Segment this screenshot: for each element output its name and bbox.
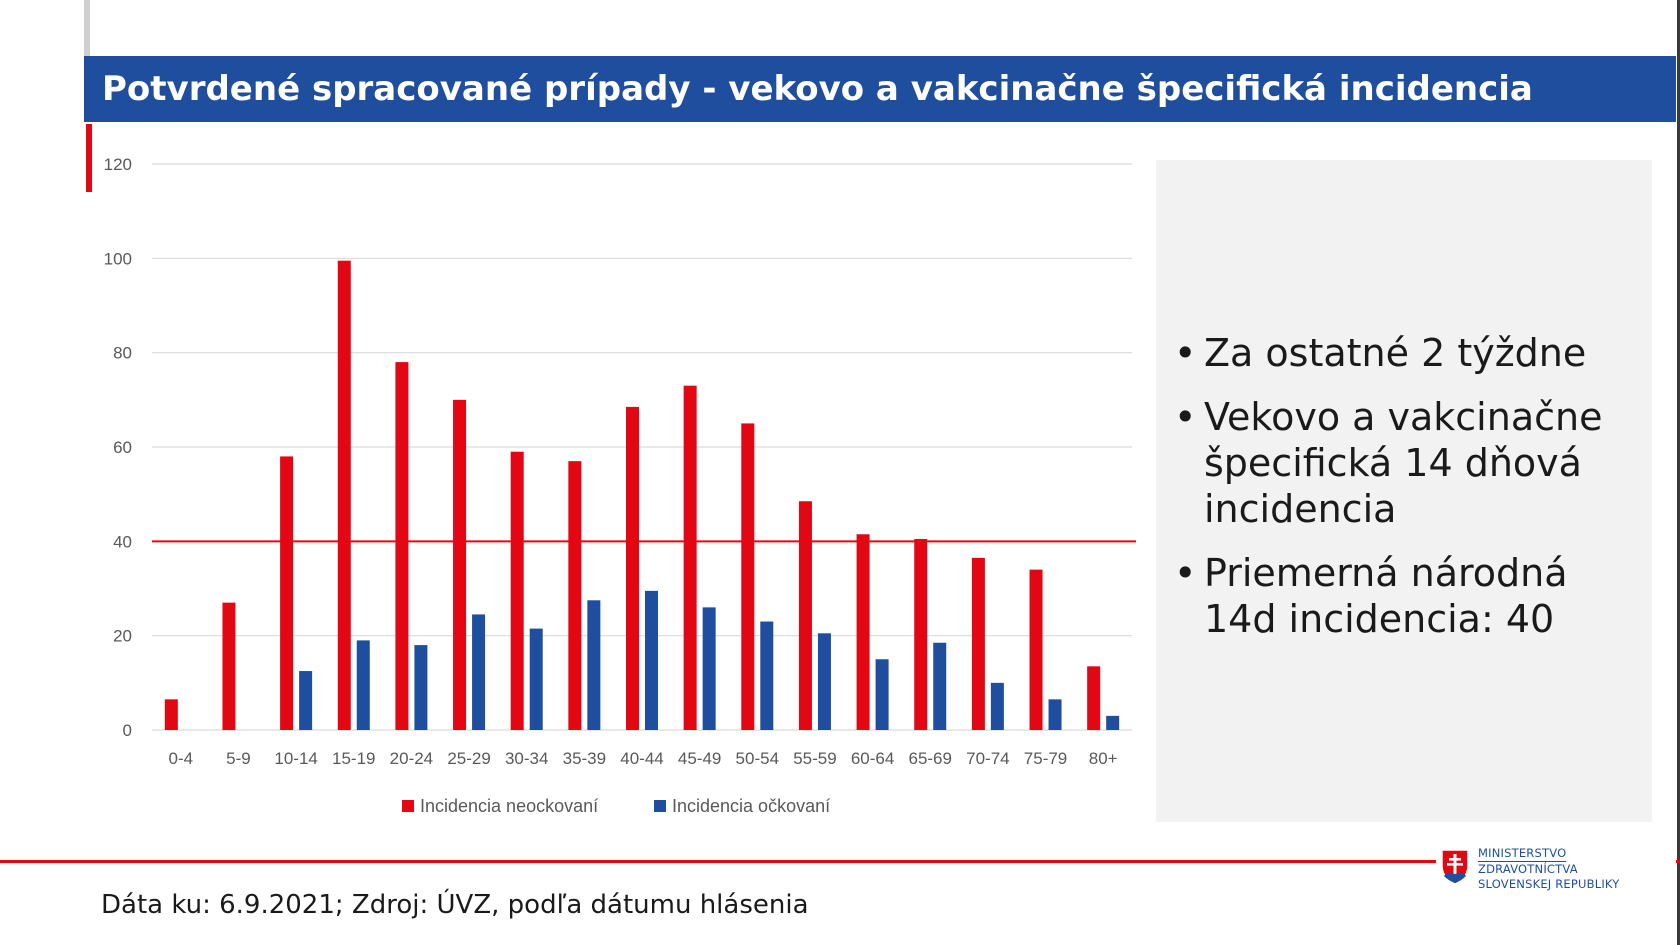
y-tick-label: 80 xyxy=(113,344,132,363)
incidence-bar-chart: 0 20 40 60 80 100 120 0-4 5-9 10-14 15-19 20-24 25-2… xyxy=(104,155,1136,816)
bar-unvaccinated xyxy=(683,385,697,730)
source-note: Dáta ku: 6.9.2021; Zdroj: ÚVZ, podľa dát… xyxy=(101,890,809,920)
x-tick-label: 15-19 xyxy=(332,749,375,768)
bar-vaccinated xyxy=(702,607,716,730)
bar-vaccinated xyxy=(356,640,370,730)
bullet-item: • Za ostatné 2 týždne xyxy=(1174,331,1587,375)
ministry-logo: MINISTERSTVO ZDRAVOTNÍCTVA SLOVENSKEJ RE… xyxy=(1436,846,1676,902)
x-tick-label: 40-44 xyxy=(620,749,663,768)
x-tick-label: 0-4 xyxy=(169,749,194,768)
legend-label: Incidencia očkovaní xyxy=(672,796,830,816)
bullet-list: • Za ostatné 2 týždne • Vekovo a vakcinačn… xyxy=(1174,330,1644,660)
bar-unvaccinated xyxy=(1029,569,1043,730)
title-accent xyxy=(86,124,92,192)
x-tick-label: 70-74 xyxy=(966,749,1009,768)
y-tick-label: 40 xyxy=(113,532,132,551)
x-tick-label: 10-14 xyxy=(274,749,317,768)
slovak-coat-of-arms-icon xyxy=(1441,849,1469,885)
y-tick-label: 20 xyxy=(113,627,132,646)
bar-vaccinated xyxy=(760,621,774,730)
bar-unvaccinated xyxy=(914,538,928,730)
bar-vaccinated xyxy=(875,659,889,730)
bar-vaccinated xyxy=(1048,699,1062,730)
bar-vaccinated xyxy=(933,642,947,730)
bar-unvaccinated xyxy=(1087,666,1101,730)
x-tick-label: 75-79 xyxy=(1024,749,1067,768)
footer-divider xyxy=(0,860,1680,863)
bullet-item: • Priemerná národná 14d incidencia: 40 xyxy=(1174,551,1568,641)
x-tick-label: 55-59 xyxy=(793,749,836,768)
bar-unvaccinated xyxy=(798,501,812,730)
x-tick-label: 5-9 xyxy=(226,749,251,768)
window-edge xyxy=(1677,0,1680,945)
bar-unvaccinated xyxy=(222,602,236,730)
bar-vaccinated xyxy=(990,682,1004,730)
legend-swatch xyxy=(654,800,666,812)
bar-vaccinated xyxy=(1106,715,1120,730)
bar-vaccinated xyxy=(587,600,601,730)
bar-unvaccinated xyxy=(568,461,582,730)
side-panel: • Za ostatné 2 týždne • Vekovo a vakcinačn… xyxy=(1156,160,1652,822)
bar-vaccinated xyxy=(472,614,486,730)
bar-unvaccinated xyxy=(971,557,985,730)
y-tick-label: 120 xyxy=(104,155,132,174)
bar-unvaccinated xyxy=(856,534,870,730)
bar-unvaccinated xyxy=(164,699,178,730)
top-divider xyxy=(84,0,90,58)
x-tick-label: 50-54 xyxy=(736,749,779,768)
x-tick-label: 30-34 xyxy=(505,749,548,768)
bar-unvaccinated xyxy=(337,260,351,730)
bar-unvaccinated xyxy=(453,399,467,730)
legend-swatch xyxy=(402,800,414,812)
x-tick-label: 60-64 xyxy=(851,749,894,768)
bar-vaccinated xyxy=(645,590,658,730)
x-tick-label: 35-39 xyxy=(563,749,606,768)
legend-label: Incidencia neockovaní xyxy=(420,796,598,816)
bar-unvaccinated xyxy=(510,451,524,730)
x-tick-label: 25-29 xyxy=(447,749,490,768)
slide-title: Potvrdené spracované prípady - vekovo a … xyxy=(84,56,1676,122)
bar-unvaccinated xyxy=(741,423,755,730)
bar-vaccinated xyxy=(817,633,831,730)
bar-unvaccinated xyxy=(395,362,409,730)
logo-text: MINISTERSTVO ZDRAVOTNÍCTVA SLOVENSKEJ RE… xyxy=(1478,846,1620,891)
y-tick-label: 100 xyxy=(104,249,132,268)
bar-unvaccinated xyxy=(280,456,294,730)
bar-unvaccinated xyxy=(626,406,639,730)
bar-vaccinated xyxy=(414,645,428,730)
x-tick-label: 45-49 xyxy=(678,749,721,768)
y-tick-label: 60 xyxy=(113,438,132,457)
bar-vaccinated xyxy=(299,671,313,730)
x-tick-label: 80+ xyxy=(1089,749,1118,768)
y-tick-label: 0 xyxy=(123,721,132,740)
x-tick-label: 20-24 xyxy=(390,749,433,768)
bullet-item: • Vekovo a vakcinačne špecifická 14 dňová… xyxy=(1174,395,1603,531)
x-tick-label: 65-69 xyxy=(908,749,951,768)
bar-vaccinated xyxy=(529,628,543,730)
